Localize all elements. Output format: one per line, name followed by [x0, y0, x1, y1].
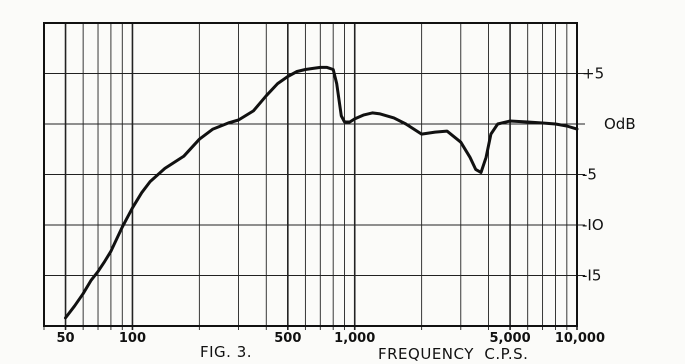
y-tick-label: +5 [582, 65, 604, 83]
y-tick-labels: +5 OdB -5 -IO -I5 [582, 65, 636, 285]
x-tick-label: 1,000 [334, 331, 375, 346]
x-tick-label: 10,000 [555, 331, 605, 346]
y-tick-label: -I5 [582, 267, 601, 285]
response-curve [64, 65, 579, 320]
y-tick-label: -5 [582, 166, 597, 184]
y-tick-label: -IO [582, 216, 604, 234]
x-tick-label: 5,000 [490, 331, 531, 346]
y-tick-label: OdB [604, 115, 636, 133]
x-tick-label: 50 [56, 331, 74, 346]
x-axis-label: FREQUENCY C.P.S. [378, 345, 528, 363]
x-tick-labels: 50 100 500 1,000 5,000 10,000 [56, 331, 605, 346]
plot-border [43, 22, 578, 327]
figure-label: FIG. 3. [200, 343, 252, 361]
horizontal-grid [44, 72, 585, 277]
x-tick-label: 500 [274, 331, 301, 346]
x-tick-label: 100 [119, 331, 146, 346]
